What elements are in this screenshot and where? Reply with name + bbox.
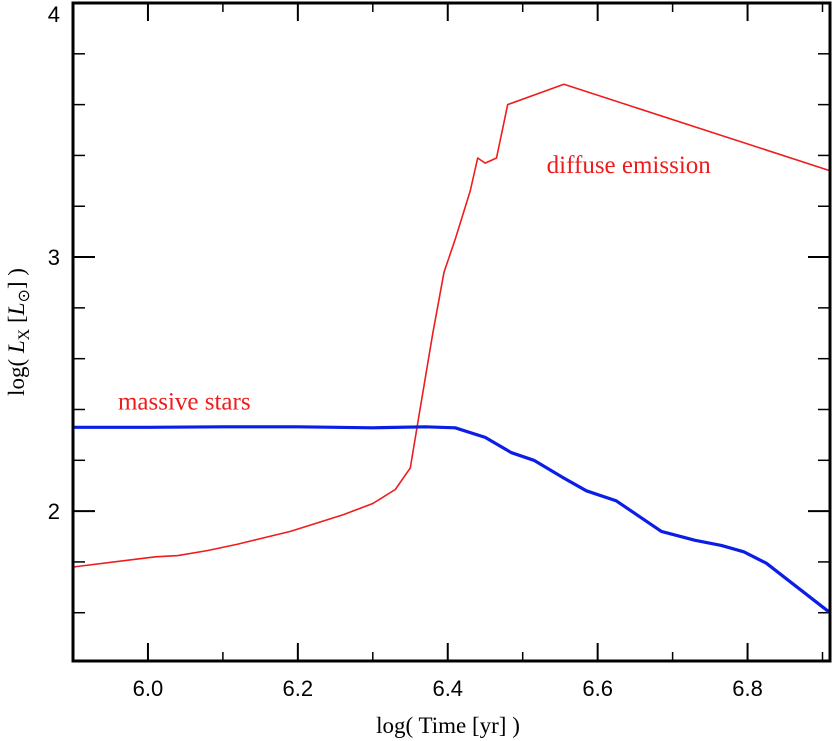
y-axis-label-unit-sub: ⊙ <box>16 289 33 302</box>
series-layer <box>73 83 831 614</box>
annotation-massive-stars: massive stars <box>118 388 251 415</box>
y-tick-label: 3 <box>48 245 60 270</box>
plot-frame <box>71 1 832 663</box>
x-tick-label: 6.2 <box>283 676 314 701</box>
annotation-diffuse-emission: diffuse emission <box>547 152 712 179</box>
y-axis-label-sub: X <box>16 328 33 340</box>
y-axis-label-suffix: ] ) <box>4 268 29 289</box>
series-line-diffuse-emission <box>73 83 831 568</box>
minor-ticks <box>72 3 830 661</box>
y-axis-label-mid: [ <box>4 315 29 328</box>
y-axis-label-prefix: log( <box>4 353 29 396</box>
x-tick-label: 6.0 <box>133 676 164 701</box>
x-tick-label: 6.6 <box>582 676 613 701</box>
x-tick-label: 6.8 <box>732 676 763 701</box>
y-tick-label: 4 <box>48 2 60 27</box>
y-axis-label-unit: L <box>4 303 29 317</box>
x-axis-label: log( Time [yr] ) <box>376 713 520 738</box>
tick-labels: 6.0 6.2 6.4 6.6 6.8 2 3 4 <box>48 2 763 701</box>
y-axis-label: log( LX [L⊙] ) <box>4 268 33 396</box>
y-tick-label: 2 <box>48 499 60 524</box>
series-line-massive-stars <box>73 425 831 614</box>
y-axis-label-var: L <box>4 340 29 354</box>
major-ticks <box>73 2 830 661</box>
x-tick-label: 6.4 <box>432 676 463 701</box>
annotations: diffuse emission massive stars <box>118 152 711 415</box>
